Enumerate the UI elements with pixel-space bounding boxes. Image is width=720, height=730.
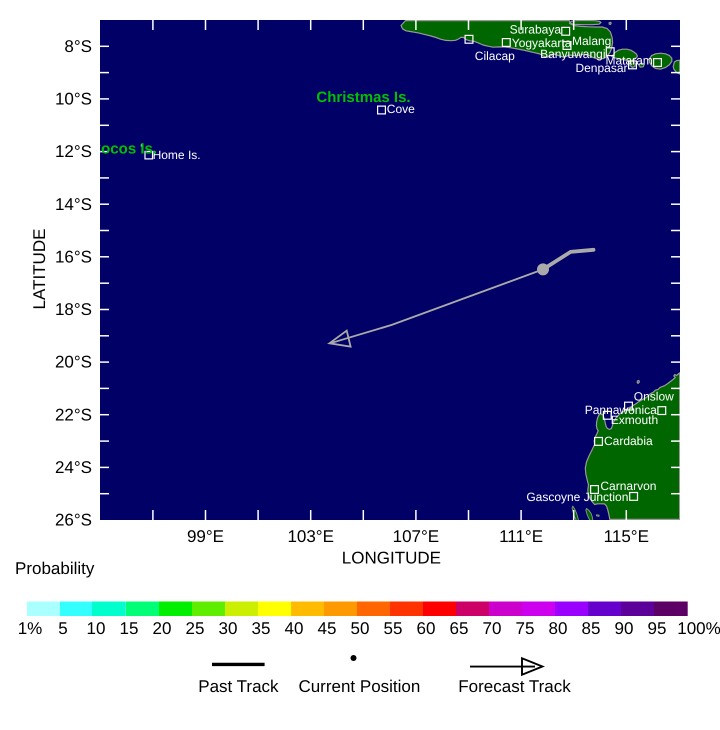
svg-text:80: 80 bbox=[549, 619, 568, 638]
svg-text:LONGITUDE: LONGITUDE bbox=[342, 549, 441, 568]
svg-text:15: 15 bbox=[120, 619, 139, 638]
svg-text:99°E: 99°E bbox=[187, 527, 224, 546]
svg-text:8°S: 8°S bbox=[64, 37, 92, 56]
svg-text:Pannawonica: Pannawonica bbox=[585, 403, 657, 417]
svg-text:5: 5 bbox=[58, 619, 67, 638]
svg-text:Cocos Is.: Cocos Is. bbox=[90, 141, 157, 158]
svg-text:24°S: 24°S bbox=[55, 458, 92, 477]
svg-text:22°S: 22°S bbox=[55, 405, 92, 424]
svg-text:18°S: 18°S bbox=[55, 300, 92, 319]
svg-text:90: 90 bbox=[615, 619, 634, 638]
svg-text:Cove: Cove bbox=[387, 102, 415, 116]
svg-text:20°S: 20°S bbox=[55, 353, 92, 372]
svg-text:Current Position: Current Position bbox=[298, 677, 420, 696]
svg-text:70: 70 bbox=[483, 619, 502, 638]
svg-text:35: 35 bbox=[252, 619, 271, 638]
svg-text:100%: 100% bbox=[677, 619, 720, 638]
svg-text:26°S: 26°S bbox=[55, 511, 92, 530]
svg-text:55: 55 bbox=[384, 619, 403, 638]
svg-text:25: 25 bbox=[186, 619, 205, 638]
svg-text:16°S: 16°S bbox=[55, 247, 92, 266]
svg-text:Onslow: Onslow bbox=[634, 390, 674, 404]
svg-text:Past Track: Past Track bbox=[198, 677, 279, 696]
svg-text:95: 95 bbox=[648, 619, 667, 638]
svg-text:45: 45 bbox=[318, 619, 337, 638]
svg-text:1%: 1% bbox=[18, 619, 43, 638]
svg-text:60: 60 bbox=[417, 619, 436, 638]
svg-text:Banyuwangi: Banyuwangi bbox=[540, 47, 605, 61]
svg-text:10: 10 bbox=[87, 619, 106, 638]
svg-text:Surabaya: Surabaya bbox=[510, 23, 562, 37]
svg-text:75: 75 bbox=[516, 619, 535, 638]
svg-text:Denpasar: Denpasar bbox=[575, 61, 627, 75]
svg-text:40: 40 bbox=[285, 619, 304, 638]
svg-text:Gascoyne Junction: Gascoyne Junction bbox=[526, 490, 628, 504]
svg-text:50: 50 bbox=[351, 619, 370, 638]
svg-text:10°S: 10°S bbox=[55, 90, 92, 109]
svg-text:Malang: Malang bbox=[572, 34, 611, 48]
svg-text:Carnarvon: Carnarvon bbox=[600, 479, 656, 493]
svg-text:30: 30 bbox=[219, 619, 238, 638]
svg-text:Mataram: Mataram bbox=[605, 54, 652, 68]
svg-text:85: 85 bbox=[582, 619, 601, 638]
svg-text:65: 65 bbox=[450, 619, 469, 638]
svg-text:Home Is.: Home Is. bbox=[153, 148, 201, 162]
svg-text:Christmas Is.: Christmas Is. bbox=[316, 89, 410, 106]
svg-text:Exmouth: Exmouth bbox=[611, 413, 658, 427]
svg-text:Probability: Probability bbox=[15, 559, 95, 578]
svg-text:111°E: 111°E bbox=[499, 527, 543, 546]
svg-text:115°E: 115°E bbox=[604, 527, 649, 546]
svg-text:Cilacap: Cilacap bbox=[475, 49, 515, 63]
svg-text:107°E: 107°E bbox=[393, 527, 440, 546]
svg-text:103°E: 103°E bbox=[287, 527, 334, 546]
svg-text:Forecast Track: Forecast Track bbox=[458, 677, 571, 696]
svg-text:12°S: 12°S bbox=[55, 142, 92, 161]
svg-text:Cardabia: Cardabia bbox=[604, 434, 653, 448]
svg-text:LATITUDE: LATITUDE bbox=[30, 229, 49, 310]
svg-text:Yogyakarta: Yogyakarta bbox=[512, 36, 572, 50]
svg-text:20: 20 bbox=[153, 619, 172, 638]
svg-text:14°S: 14°S bbox=[55, 195, 92, 214]
